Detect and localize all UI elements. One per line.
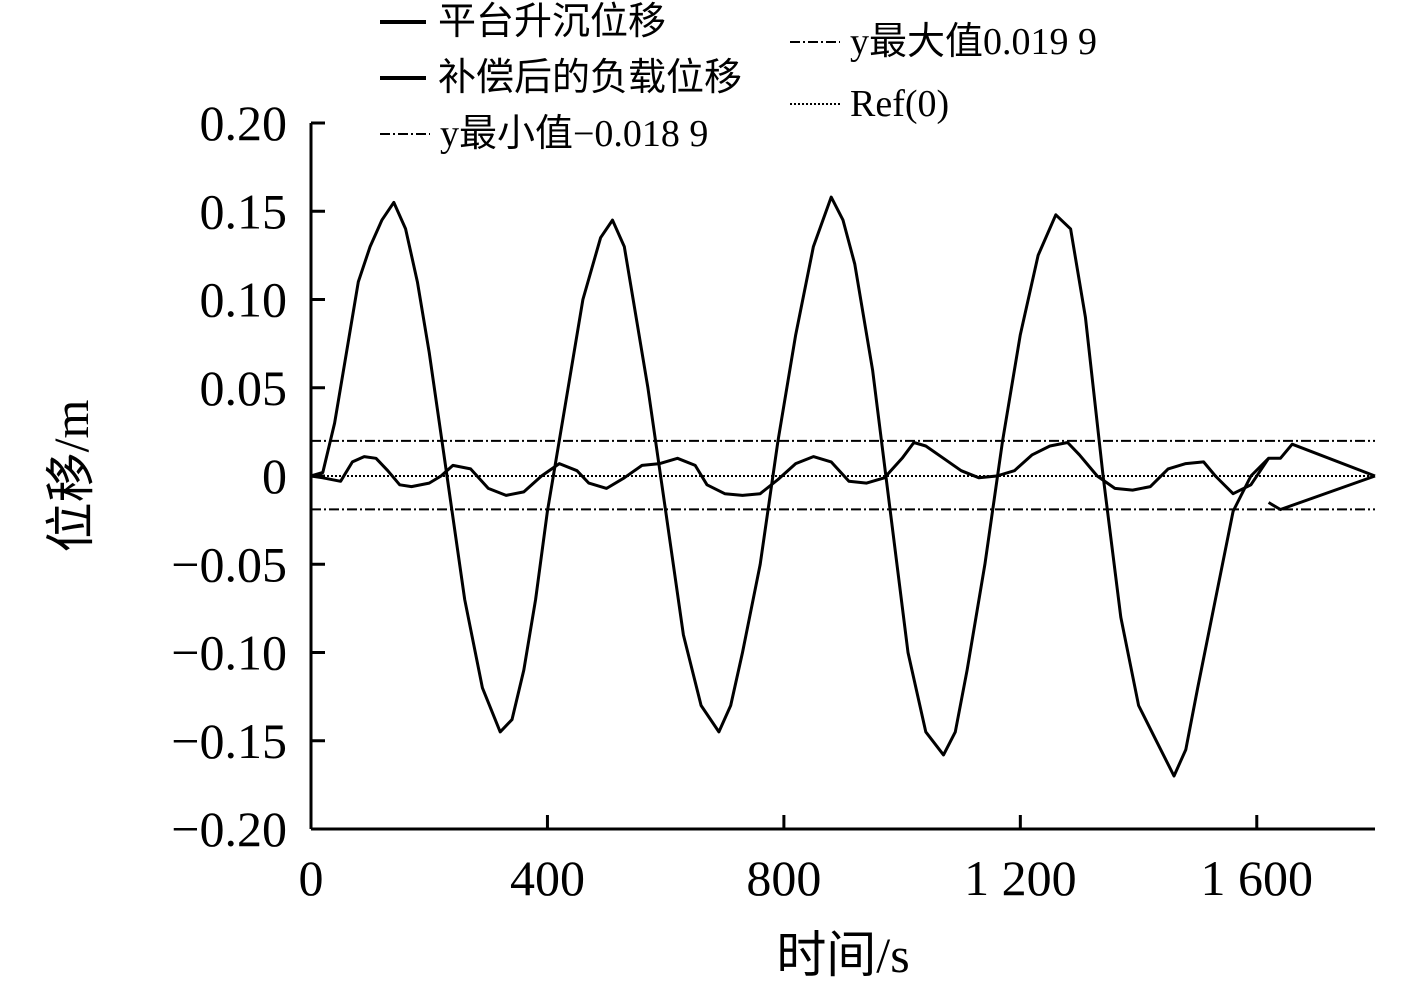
y-axis-title: 位移/m — [43, 400, 99, 553]
series-line-0 — [310, 195, 1270, 778]
x-tick-label: 1 600 — [1201, 850, 1314, 906]
legend-label: 平台升沉位移 — [438, 1, 666, 43]
legend-label: 补偿后的负载位移 — [438, 57, 742, 99]
legend-label: Ref(0) — [850, 83, 949, 125]
series-extra-segment-0 — [1267, 474, 1376, 512]
y-tick-label: 0.05 — [200, 360, 288, 416]
series-line-1 — [310, 441, 1376, 497]
y-tick-label: −0.20 — [171, 801, 287, 857]
x-tick-label: 800 — [746, 850, 821, 906]
y-tick-label: −0.15 — [171, 713, 287, 769]
y-tick-label: −0.10 — [171, 625, 287, 681]
ticks: 0.200.150.100.050−0.05−0.10−0.15−0.200 40… — [171, 95, 1313, 906]
y-tick-label: 0.15 — [200, 183, 288, 239]
y-tick-label: 0.20 — [200, 95, 288, 151]
y-tick-label: 0.10 — [200, 272, 288, 328]
x-axis-title: 时间/s — [776, 927, 909, 983]
x-tick-label: 400 — [510, 850, 585, 906]
y-tick-label: 0 — [262, 448, 287, 504]
legend-label: y最小值−0.018 9 — [440, 113, 708, 155]
x-tick-label: 0 — [299, 850, 324, 906]
x-tick-label: 1 200 — [964, 850, 1077, 906]
legend-label: y最大值0.019 9 — [850, 21, 1097, 63]
y-tick-label: −0.05 — [171, 536, 287, 592]
plot-area — [310, 195, 1376, 778]
